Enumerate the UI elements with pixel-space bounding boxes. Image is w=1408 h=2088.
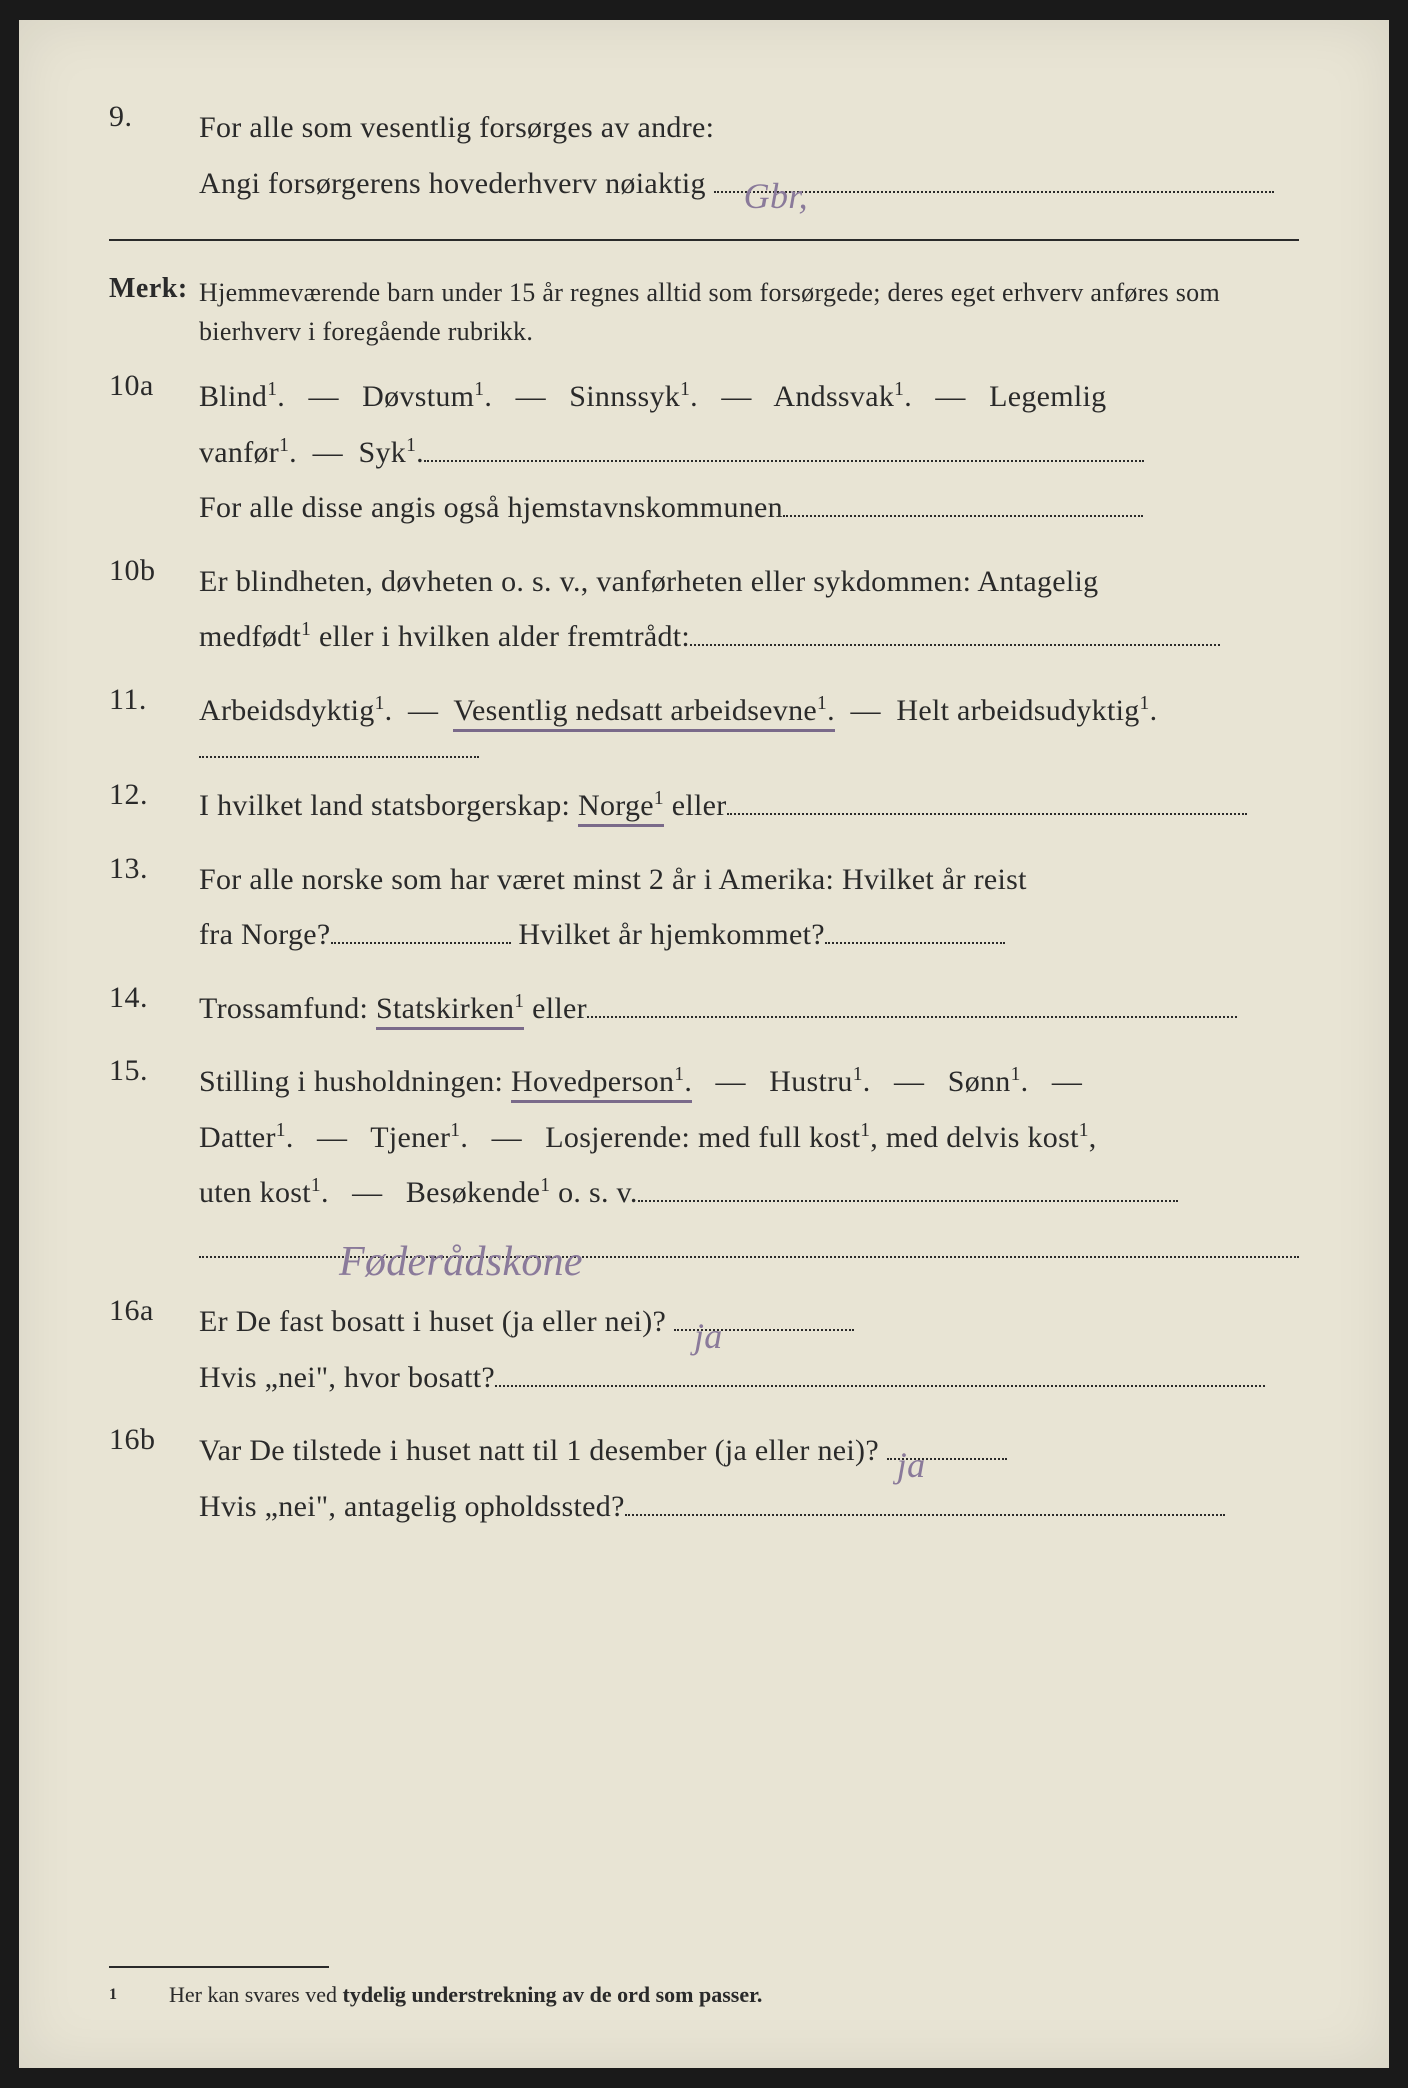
q13-text1: For alle norske som har været minst 2 år… [199, 863, 1027, 896]
question-number: 11. [109, 683, 199, 717]
q14-pre: Trossamfund: [199, 992, 376, 1025]
fill-line [587, 1016, 1237, 1018]
question-number: 9. [109, 100, 199, 134]
question-number: 15. [109, 1054, 199, 1088]
q10b-text1: Er blindheten, døvheten o. s. v., vanfør… [199, 565, 1098, 598]
question-15: 15. Stilling i husholdningen: Hovedperso… [109, 1054, 1299, 1276]
question-number: 13. [109, 852, 199, 886]
opt: Andssvak1. [773, 380, 912, 413]
opt-underlined: Vesentlig nedsatt arbeidsevne1. [453, 694, 834, 732]
opt: Legemlig [989, 380, 1106, 413]
q16a-text1: Er De fast bosatt i huset (ja eller nei)… [199, 1305, 666, 1338]
q15-l2t2: , med delvis kost [870, 1121, 1078, 1154]
question-10b: 10b Er blindheten, døvheten o. s. v., va… [109, 554, 1299, 665]
q15-pre: Stilling i husholdningen: [199, 1065, 511, 1098]
question-content: For alle norske som har været minst 2 år… [199, 852, 1299, 963]
opt: Tjener1. [370, 1121, 468, 1154]
question-content: Stilling i husholdningen: Hovedperson1. … [199, 1054, 1299, 1276]
q15-l2t: Losjerende: med full kost [545, 1121, 860, 1154]
census-form-page: 9. For alle som vesentlig forsørges av a… [19, 20, 1389, 2068]
opt: vanfør1. [199, 436, 297, 469]
q12-underlined: Norge1 [578, 789, 664, 827]
opt: Sønn1. [948, 1065, 1029, 1098]
note-merk: Merk: Hjemmeværende barn under 15 år reg… [109, 273, 1299, 351]
opt: Helt arbeidsudyktig1. [896, 694, 1157, 727]
question-16a: 16a Er De fast bosatt i huset (ja eller … [109, 1294, 1299, 1405]
fill-line [638, 1200, 1178, 1202]
fill-line [495, 1385, 1265, 1387]
footnote: 1 Her kan svares ved tydelig understrekn… [109, 1982, 1299, 2008]
question-10a: 10a Blind1. — Døvstum1. — Sinnssyk1. — A… [109, 369, 1299, 536]
question-16b: 16b Var De tilstede i huset natt til 1 d… [109, 1423, 1299, 1534]
q9-line2: Angi forsørgerens hovederhverv nøiaktig [199, 167, 706, 200]
question-content: For alle som vesentlig forsørges av andr… [199, 100, 1299, 211]
q12-pre: I hvilket land statsborgerskap: [199, 789, 578, 822]
opt: Arbeidsdyktig1. [199, 694, 392, 727]
footnote-block: 1 Her kan svares ved tydelig understrekn… [109, 1906, 1299, 2008]
opt: Blind1. [199, 380, 285, 413]
footnote-marker: 1 [109, 1982, 169, 2008]
handwritten-answer: ja [897, 1432, 926, 1499]
question-content: Var De tilstede i huset natt til 1 desem… [199, 1423, 1299, 1534]
question-number: 10a [109, 369, 199, 403]
fill-line: Gbr, [714, 191, 1274, 193]
q10b-text2: medfødt1 eller i hvilken alder fremtrådt… [199, 620, 690, 653]
question-number: 16b [109, 1423, 199, 1457]
q16a-text2: Hvis „nei", hvor bosatt? [199, 1361, 495, 1394]
question-content: Er De fast bosatt i huset (ja eller nei)… [199, 1294, 1299, 1405]
q10a-line3: For alle disse angis også hjemstavnskomm… [199, 491, 783, 524]
question-number: 12. [109, 778, 199, 812]
q15-post: o. s. v. [558, 1176, 638, 1209]
q13-text2b: Hvilket år hjemkommet? [518, 918, 825, 951]
question-content: Blind1. — Døvstum1. — Sinnssyk1. — Andss… [199, 369, 1299, 536]
q12-post: eller [672, 789, 727, 822]
fill-line [690, 644, 1220, 646]
q15-underlined: Hovedperson1. [511, 1065, 692, 1103]
question-number: 16a [109, 1294, 199, 1328]
question-11: 11. Arbeidsdyktig1. — Vesentlig nedsatt … [109, 683, 1299, 739]
q16b-text2: Hvis „nei", antagelig opholdssted? [199, 1490, 625, 1523]
opt: Datter1. [199, 1121, 294, 1154]
footnote-rule [109, 1966, 329, 1968]
divider [109, 239, 1299, 241]
question-number: 10b [109, 554, 199, 588]
opt: uten kost1. [199, 1176, 329, 1209]
q9-line1: For alle som vesentlig forsørges av andr… [199, 111, 714, 144]
question-12: 12. I hvilket land statsborgerskap: Norg… [109, 778, 1299, 834]
fill-line: ja [887, 1458, 1007, 1460]
q14-post: eller [532, 992, 587, 1025]
question-content: Arbeidsdyktig1. — Vesentlig nedsatt arbe… [199, 683, 1299, 739]
opt: Syk1. [358, 436, 423, 469]
fill-line [825, 942, 1005, 944]
handwritten-answer: Føderådskone [339, 1224, 583, 1302]
fill-line [727, 813, 1247, 815]
fill-line: ja [674, 1329, 854, 1331]
fill-line [331, 942, 511, 944]
merk-label: Merk: [109, 273, 199, 305]
question-content: I hvilket land statsborgerskap: Norge1 e… [199, 778, 1299, 834]
handwritten-answer: ja [694, 1303, 723, 1370]
q13-text2a: fra Norge? [199, 918, 331, 951]
opt: Døvstum1. [362, 380, 492, 413]
handwritten-answer: Gbr, [744, 163, 808, 230]
fill-line [783, 515, 1143, 517]
short-fill-line [199, 756, 479, 758]
q16b-text1: Var De tilstede i huset natt til 1 desem… [199, 1434, 879, 1467]
fill-line [424, 460, 1144, 462]
fill-line: Føderådskone [199, 1256, 1299, 1258]
question-9: 9. For alle som vesentlig forsørges av a… [109, 100, 1299, 211]
opt: Sinnssyk1. [569, 380, 698, 413]
opt: Hustru1. [769, 1065, 870, 1098]
q14-underlined: Statskirken1 [376, 992, 524, 1030]
merk-text: Hjemmeværende barn under 15 år regnes al… [199, 273, 1299, 351]
question-14: 14. Trossamfund: Statskirken1 eller [109, 981, 1299, 1037]
opt: Besøkende1 [406, 1176, 550, 1209]
fill-line [625, 1514, 1225, 1516]
question-content: Er blindheten, døvheten o. s. v., vanfør… [199, 554, 1299, 665]
question-number: 14. [109, 981, 199, 1015]
question-13: 13. For alle norske som har været minst … [109, 852, 1299, 963]
footnote-text: Her kan svares ved tydelig understreknin… [169, 1982, 762, 2008]
question-content: Trossamfund: Statskirken1 eller [199, 981, 1299, 1037]
